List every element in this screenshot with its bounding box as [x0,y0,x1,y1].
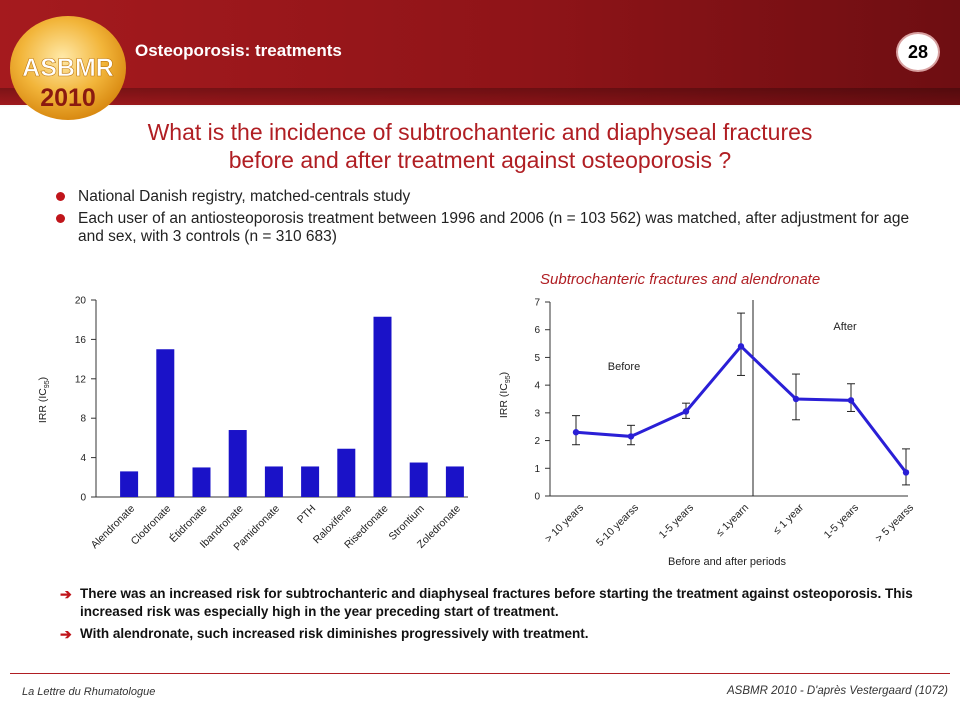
line-ytick-label: 4 [534,381,540,392]
footer-source: La Lettre du Rhumatologue [22,686,156,698]
bar-ibandronate [228,430,247,497]
line-xtick-label: ≤ 1yearn [714,502,751,539]
line-xlabel: Before and after periods [668,556,787,568]
bar-risedronate [373,316,392,497]
data-point [902,469,910,476]
arrow-right-icon: ➔ [60,586,72,602]
data-point [847,397,855,404]
conclusion-item: ➔ With alendronate, such increased risk d… [60,626,589,642]
question-line-1: What is the incidence of subtrochanteric… [147,119,813,145]
slide-header [0,0,960,105]
line-ytick-label: 3 [534,408,540,419]
study-bullets: National Danish registry, matched-centra… [54,188,914,250]
bar-raloxifene [337,448,356,497]
line-chart: Before After 0 1 2 3 4 5 6 7 > 10 years 5-10 yea… [498,298,916,569]
slide-title: Osteoporosis: treatments [135,41,342,60]
line-ytick-label: 7 [534,298,540,309]
line-xtick-label: 1-5 years [657,502,696,541]
footer-divider [10,673,950,674]
bar-ytick-label: 4 [80,453,86,464]
logo-year: 2010 [40,84,96,112]
bar-pamidronate [264,466,283,497]
line-xtick-label: ≤ 1 year [771,501,807,537]
bullet-item: National Danish registry, matched-centra… [54,188,914,206]
bar-zoledronate [445,466,464,497]
bar-xtick-label: Alendronate [89,503,138,552]
line-xtick-label: 1-5 years [822,502,861,541]
logo-text: ASBMR [22,54,114,82]
bar-clodronate [156,349,175,497]
conclusion-item: ➔ There was an increased risk for subtroc… [60,586,913,619]
bar-ytick-label: 0 [80,493,86,504]
question-line-2: before and after treatment against osteo… [228,147,732,173]
line-ytick-label: 5 [534,353,540,364]
data-point [792,395,800,403]
bar-étidronate [192,467,211,497]
data-point [627,433,635,440]
bar-xtick-label: PTH [295,503,318,526]
line-ytick-label: 1 [534,464,540,475]
bar-ytick-label: 16 [75,335,87,346]
bullet-dot-icon [56,192,65,201]
line-ylabel: IRR (IC95) [498,372,512,418]
bullet-item: Each user of an antiosteoporosis treatme… [54,210,914,246]
header-shadow [0,88,960,108]
line-ytick-label: 2 [534,436,540,447]
line-ytick-label: 0 [534,492,540,503]
data-point [572,429,580,436]
arrow-right-icon: ➔ [60,626,72,642]
line-xtick-label: > 5 yearss [873,502,916,545]
bar-ylabel: IRR (IC95) [37,377,51,423]
bar-pth [301,466,320,497]
line-chart-title: Subtrochanteric fractures and alendronat… [540,271,821,288]
question-heading: What is the incidence of subtrochanteric… [40,118,920,174]
line-xtick-label: 5-10 yearss [594,502,641,549]
bar-alendronate [120,471,139,497]
bar-strontium [409,462,428,497]
bar-ytick-label: 12 [75,374,87,385]
page-number-badge: 28 [896,32,940,72]
conclusions: ➔ There was an increased risk for subtroc… [60,585,930,647]
asbmr-logo: ASBMR 2010 [10,16,126,120]
footer-citation: ASBMR 2010 - D'après Vestergaard (1072) [726,685,948,697]
bullet-dot-icon [56,214,65,223]
after-label: After [833,321,857,333]
line-ytick-label: 6 [534,325,540,336]
data-point [737,343,745,350]
bar-ytick-label: 8 [80,414,86,425]
line-xtick-label: > 10 years [543,502,586,545]
data-point [682,408,690,415]
before-label: Before [608,361,640,373]
bar-ytick-label: 20 [75,296,87,307]
